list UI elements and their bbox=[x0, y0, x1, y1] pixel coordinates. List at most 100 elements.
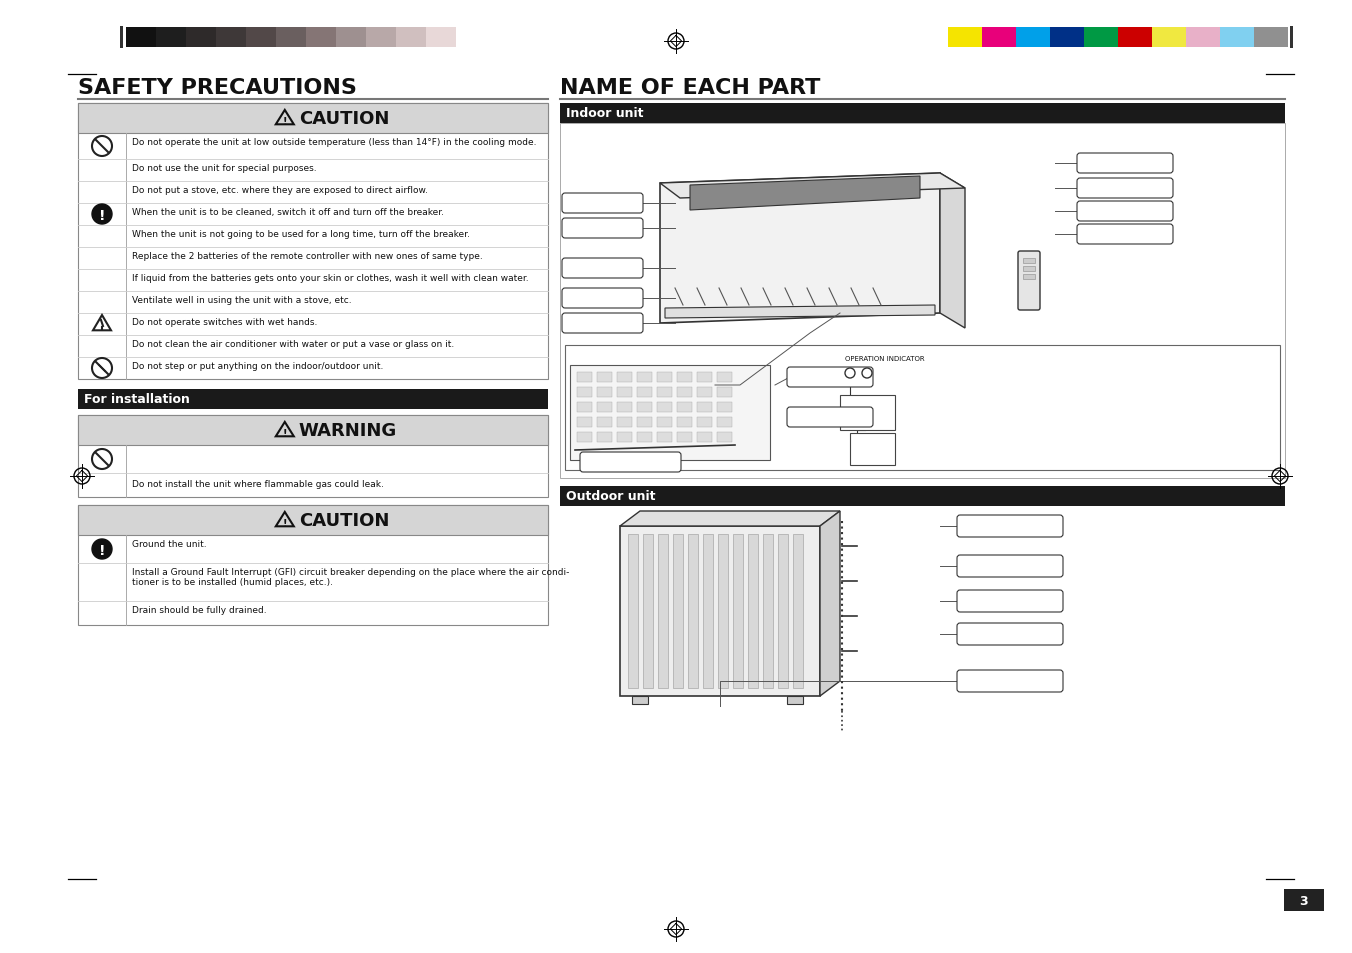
FancyBboxPatch shape bbox=[787, 368, 873, 388]
Bar bbox=[717, 433, 731, 442]
FancyBboxPatch shape bbox=[562, 258, 644, 278]
Bar bbox=[1051, 28, 1084, 48]
FancyBboxPatch shape bbox=[957, 670, 1063, 692]
FancyBboxPatch shape bbox=[957, 623, 1063, 645]
Bar bbox=[78, 505, 548, 536]
Bar bbox=[560, 104, 1284, 124]
Bar bbox=[637, 402, 652, 413]
Text: CAUTION: CAUTION bbox=[299, 512, 389, 530]
FancyBboxPatch shape bbox=[957, 516, 1063, 537]
Bar bbox=[78, 104, 548, 379]
Polygon shape bbox=[660, 173, 965, 199]
Bar bbox=[1084, 28, 1118, 48]
Bar bbox=[78, 416, 548, 446]
Bar bbox=[637, 373, 652, 382]
FancyBboxPatch shape bbox=[562, 193, 644, 213]
Bar bbox=[1220, 28, 1255, 48]
Bar bbox=[717, 417, 731, 428]
Bar bbox=[748, 535, 758, 688]
Text: Drain should be fully drained.: Drain should be fully drained. bbox=[132, 605, 266, 615]
Bar bbox=[366, 28, 396, 48]
Bar bbox=[698, 373, 713, 382]
Bar bbox=[948, 28, 982, 48]
Text: !: ! bbox=[283, 518, 287, 529]
Text: CAUTION: CAUTION bbox=[299, 110, 389, 128]
Text: Do not clean the air conditioner with water or put a vase or glass on it.: Do not clean the air conditioner with wa… bbox=[132, 339, 454, 349]
Bar bbox=[1255, 28, 1288, 48]
Bar bbox=[677, 402, 692, 413]
Bar bbox=[1186, 28, 1220, 48]
Bar bbox=[688, 535, 698, 688]
Bar bbox=[644, 535, 653, 688]
Text: WARNING: WARNING bbox=[299, 421, 397, 439]
Bar bbox=[637, 388, 652, 397]
Bar bbox=[577, 373, 592, 382]
Bar bbox=[617, 402, 631, 413]
Text: SAFETY PRECAUTIONS: SAFETY PRECAUTIONS bbox=[78, 78, 357, 98]
Circle shape bbox=[92, 539, 112, 559]
Text: Outdoor unit: Outdoor unit bbox=[566, 490, 656, 502]
Bar bbox=[763, 535, 773, 688]
Text: !: ! bbox=[283, 117, 287, 127]
FancyBboxPatch shape bbox=[1078, 202, 1174, 222]
Bar bbox=[657, 388, 672, 397]
Text: !: ! bbox=[99, 209, 105, 223]
Text: Replace the 2 batteries of the remote controller with new ones of same type.: Replace the 2 batteries of the remote co… bbox=[132, 252, 483, 261]
Text: 3: 3 bbox=[1299, 894, 1309, 907]
Bar bbox=[598, 433, 612, 442]
Bar bbox=[698, 388, 713, 397]
Text: Do not put a stove, etc. where they are exposed to direct airflow.: Do not put a stove, etc. where they are … bbox=[132, 186, 427, 194]
Bar bbox=[631, 697, 648, 704]
Bar bbox=[657, 373, 672, 382]
Bar bbox=[777, 535, 788, 688]
Bar bbox=[78, 104, 548, 133]
Bar bbox=[78, 505, 548, 625]
Bar bbox=[637, 417, 652, 428]
Bar bbox=[1015, 28, 1051, 48]
Bar bbox=[246, 28, 276, 48]
Bar bbox=[718, 535, 727, 688]
Bar bbox=[560, 506, 1284, 726]
Bar bbox=[794, 535, 803, 688]
Bar bbox=[617, 433, 631, 442]
Bar bbox=[698, 417, 713, 428]
Bar bbox=[577, 388, 592, 397]
Text: Ground the unit.: Ground the unit. bbox=[132, 539, 207, 548]
Bar bbox=[658, 535, 668, 688]
Bar bbox=[155, 28, 187, 48]
Bar bbox=[657, 402, 672, 413]
Bar bbox=[677, 433, 692, 442]
Polygon shape bbox=[940, 173, 965, 329]
Bar bbox=[120, 27, 123, 49]
Bar bbox=[187, 28, 216, 48]
Bar bbox=[565, 346, 1280, 471]
Text: Do not step or put anything on the indoor/outdoor unit.: Do not step or put anything on the indoo… bbox=[132, 361, 384, 371]
Text: Indoor unit: Indoor unit bbox=[566, 107, 644, 120]
Text: !: ! bbox=[99, 543, 105, 558]
Text: For installation: For installation bbox=[84, 393, 189, 406]
Bar bbox=[617, 388, 631, 397]
Text: Do not use the unit for special purposes.: Do not use the unit for special purposes… bbox=[132, 164, 316, 172]
Bar bbox=[560, 124, 1284, 478]
FancyBboxPatch shape bbox=[1018, 252, 1040, 311]
Bar bbox=[717, 402, 731, 413]
FancyBboxPatch shape bbox=[580, 453, 681, 473]
FancyBboxPatch shape bbox=[1078, 179, 1174, 199]
Text: If liquid from the batteries gets onto your skin or clothes, wash it well with c: If liquid from the batteries gets onto y… bbox=[132, 274, 529, 283]
Bar bbox=[677, 388, 692, 397]
Bar bbox=[78, 416, 548, 497]
Text: When the unit is not going to be used for a long time, turn off the breaker.: When the unit is not going to be used fo… bbox=[132, 230, 470, 239]
Bar bbox=[787, 697, 803, 704]
Bar bbox=[577, 433, 592, 442]
Bar bbox=[850, 434, 895, 465]
FancyBboxPatch shape bbox=[787, 408, 873, 428]
Polygon shape bbox=[821, 512, 840, 697]
Bar bbox=[617, 417, 631, 428]
Bar bbox=[698, 402, 713, 413]
Polygon shape bbox=[665, 306, 936, 318]
Bar bbox=[337, 28, 366, 48]
Bar bbox=[1023, 267, 1036, 272]
Bar bbox=[598, 417, 612, 428]
Circle shape bbox=[92, 205, 112, 225]
Text: When the unit is to be cleaned, switch it off and turn off the breaker.: When the unit is to be cleaned, switch i… bbox=[132, 208, 443, 216]
